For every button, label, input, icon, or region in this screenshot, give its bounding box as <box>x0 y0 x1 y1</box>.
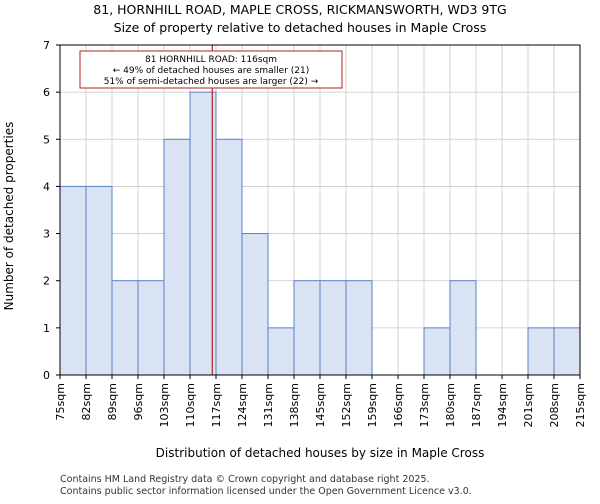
x-tick-label: 194sqm <box>496 383 509 427</box>
x-axis-label: Distribution of detached houses by size … <box>156 446 485 460</box>
annotation-line2: ← 49% of detached houses are smaller (21… <box>113 66 310 76</box>
x-tick-label: 110sqm <box>184 383 197 427</box>
y-tick-label: 4 <box>43 180 50 193</box>
x-tick-label: 152sqm <box>340 383 353 427</box>
x-tick-label: 173sqm <box>418 383 431 427</box>
x-tick-label: 96sqm <box>132 383 145 420</box>
chart-title-line1: 81, HORNHILL ROAD, MAPLE CROSS, RICKMANS… <box>93 2 506 17</box>
histogram-bar <box>163 138 191 376</box>
histogram-bar <box>345 280 373 376</box>
histogram-bar <box>59 185 87 376</box>
y-axis-ticks: 0 1 2 3 4 5 6 7 <box>43 39 60 382</box>
x-tick-label: 138sqm <box>288 383 301 427</box>
annotation-box: 81 HORNHILL ROAD: 116sqm ← 49% of detach… <box>79 50 343 89</box>
x-axis-ticks: 75sqm 82sqm 89sqm 96sqm 103sqm 110sqm 117sqm 12… <box>54 375 587 427</box>
histogram-bar <box>85 185 113 376</box>
y-tick-label: 5 <box>43 133 50 146</box>
y-tick-label: 2 <box>43 275 50 288</box>
annotation-box-frame <box>79 50 343 89</box>
annotation-line1: 81 HORNHILL ROAD: 116sqm <box>145 55 277 65</box>
x-tick-label: 82sqm <box>80 383 93 420</box>
x-tick-label: 117sqm <box>210 383 223 427</box>
x-tick-label: 131sqm <box>262 383 275 427</box>
x-tick-label: 187sqm <box>470 383 483 427</box>
histogram-bar <box>137 280 165 376</box>
y-tick-label: 7 <box>43 39 50 52</box>
histogram-bar <box>527 327 555 376</box>
histogram-bar <box>449 280 477 376</box>
y-tick-label: 0 <box>43 369 50 382</box>
histogram-bar <box>319 280 347 376</box>
x-tick-label: 124sqm <box>236 383 249 427</box>
x-tick-label: 215sqm <box>574 383 587 427</box>
x-tick-label: 89sqm <box>106 383 119 420</box>
histogram-bar <box>267 327 295 376</box>
bars <box>59 91 581 376</box>
x-tick-label: 145sqm <box>314 383 327 427</box>
y-tick-label: 3 <box>43 228 50 241</box>
histogram-bar <box>293 280 321 376</box>
x-tick-label: 75sqm <box>54 383 67 420</box>
x-tick-label: 201sqm <box>522 383 535 427</box>
chart-title-line2: Size of property relative to detached ho… <box>114 20 487 35</box>
histogram-bar <box>215 138 243 376</box>
annotation-line3: 51% of semi-detached houses are larger (… <box>104 77 319 87</box>
histogram-bar <box>423 327 451 376</box>
histogram-bar <box>189 91 217 376</box>
histogram-bar <box>241 233 269 376</box>
histogram-bar <box>111 280 139 376</box>
x-tick-label: 166sqm <box>392 383 405 427</box>
footer-line2: Contains public sector information licen… <box>60 486 472 497</box>
y-axis-label: Number of detached properties <box>2 122 16 311</box>
y-tick-label: 6 <box>43 86 50 99</box>
x-tick-label: 159sqm <box>366 383 379 427</box>
x-tick-label: 208sqm <box>548 383 561 427</box>
footer-line1: Contains HM Land Registry data © Crown c… <box>60 474 430 485</box>
x-tick-label: 180sqm <box>444 383 457 427</box>
histogram-bar <box>553 327 581 376</box>
x-tick-label: 103sqm <box>158 383 171 427</box>
y-tick-label: 1 <box>43 322 50 335</box>
